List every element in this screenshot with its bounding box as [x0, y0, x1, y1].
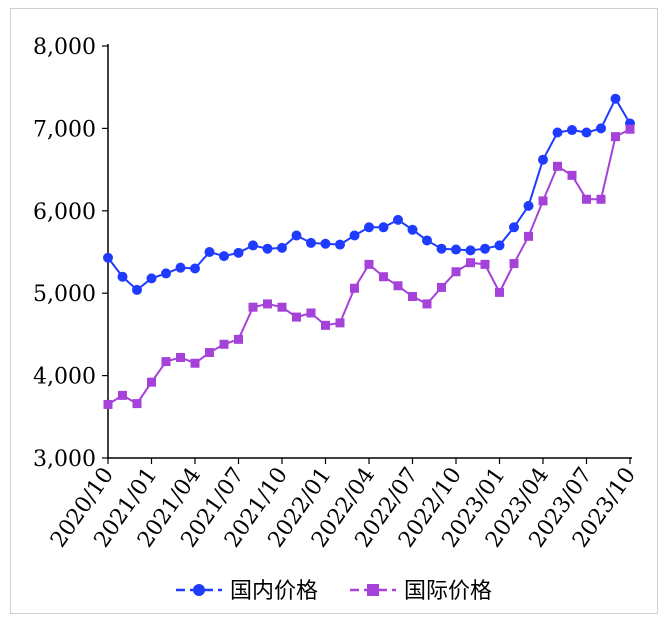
data-point	[292, 312, 301, 322]
y-tick-label: 8,000	[33, 35, 96, 60]
legend-marker	[193, 584, 205, 596]
data-point	[262, 243, 273, 254]
data-point	[553, 161, 562, 171]
data-point	[161, 357, 171, 367]
data-point	[567, 125, 577, 136]
data-point	[204, 247, 215, 257]
data-point	[538, 196, 548, 206]
data-point	[248, 302, 258, 312]
data-point	[480, 243, 490, 254]
data-point	[524, 231, 533, 241]
data-point	[610, 93, 621, 104]
data-point	[350, 283, 359, 293]
data-point	[364, 259, 374, 269]
data-point	[466, 258, 475, 268]
data-point	[118, 390, 127, 400]
data-point	[378, 222, 389, 233]
legend-label: 国际价格	[404, 579, 492, 604]
data-point	[205, 348, 214, 358]
data-point	[306, 237, 316, 248]
data-point	[582, 194, 591, 204]
data-point	[523, 200, 534, 211]
data-point	[175, 262, 186, 273]
data-point	[495, 287, 504, 297]
data-point	[176, 352, 185, 362]
axes	[107, 44, 632, 459]
data-point	[408, 291, 417, 301]
data-point	[190, 358, 200, 368]
y-tick-label: 4,000	[33, 365, 96, 390]
data-point	[407, 224, 418, 235]
data-point	[494, 240, 505, 251]
data-point	[349, 230, 360, 241]
data-point	[306, 308, 316, 318]
data-point	[335, 318, 345, 328]
series-layer	[103, 93, 635, 409]
data-point	[219, 251, 229, 262]
data-point	[552, 127, 563, 138]
series-2	[103, 124, 635, 409]
x-axis-ticks: 2020/102021/012021/042021/072021/102022/…	[46, 458, 641, 552]
data-point	[437, 282, 446, 292]
legend-item: 国际价格	[350, 579, 492, 604]
data-point	[465, 245, 476, 256]
data-point	[277, 242, 287, 253]
data-point	[596, 123, 606, 134]
data-point	[248, 240, 258, 251]
data-point	[103, 399, 113, 409]
data-point	[567, 170, 577, 180]
data-point	[320, 238, 331, 249]
data-point	[581, 127, 592, 138]
data-point	[291, 230, 302, 241]
data-point	[233, 247, 244, 258]
y-axis-ticks: 3,000 4,000 5,000 6,000 7,000 8,000	[33, 35, 108, 472]
data-point	[234, 334, 243, 344]
data-point	[538, 154, 548, 165]
data-point	[321, 320, 330, 330]
data-point	[422, 299, 432, 309]
data-point	[190, 263, 200, 274]
data-point	[146, 273, 157, 284]
data-point	[596, 194, 606, 204]
data-point	[393, 214, 403, 225]
data-point	[625, 124, 635, 134]
data-point	[132, 399, 142, 409]
chart-frame	[10, 8, 658, 614]
data-point	[161, 268, 171, 279]
data-point	[451, 244, 461, 255]
data-point	[117, 271, 128, 282]
data-point	[277, 302, 287, 312]
data-point	[379, 272, 388, 282]
data-point	[451, 267, 461, 277]
y-tick-label: 3,000	[33, 447, 96, 472]
data-point	[509, 222, 519, 233]
y-tick-label: 7,000	[33, 117, 96, 142]
legend-item: 国内价格	[176, 579, 318, 604]
data-point	[509, 259, 519, 269]
data-point	[611, 132, 620, 142]
data-point	[263, 299, 272, 309]
legend-label: 国内价格	[230, 579, 318, 604]
y-tick-label: 5,000	[33, 282, 96, 307]
data-point	[364, 222, 374, 233]
data-point	[393, 281, 403, 291]
legend: 国内价格 国际价格	[176, 579, 492, 604]
data-point	[480, 259, 490, 269]
data-point	[132, 284, 142, 295]
legend-marker	[367, 584, 379, 596]
data-point	[219, 339, 229, 349]
y-tick-label: 6,000	[33, 200, 96, 225]
data-point	[436, 243, 447, 254]
data-point	[147, 377, 156, 387]
data-point	[335, 239, 345, 250]
data-point	[103, 252, 113, 263]
data-point	[422, 235, 432, 246]
